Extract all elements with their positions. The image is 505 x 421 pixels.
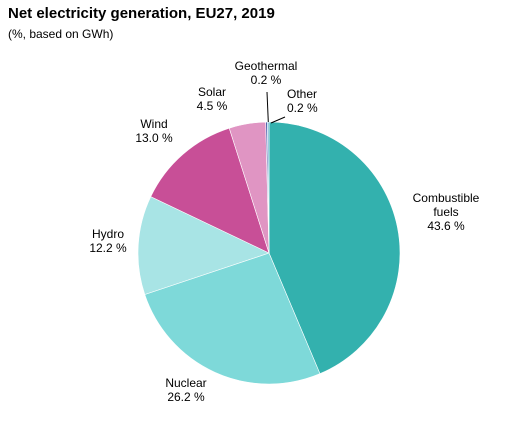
leader-line-geothermal	[266, 91, 269, 123]
slice-label-other: Other 0.2 %	[287, 87, 318, 115]
chart-subtitle: (%, based on GWh)	[8, 27, 114, 41]
chart-title: Net electricity generation, EU27, 2019	[8, 5, 275, 22]
slice-label-hydro: Hydro 12.2 %	[89, 227, 127, 255]
leader-line-other	[270, 116, 286, 124]
pie-slice-combustible-fuels	[268, 121, 401, 375]
pie-slice-hydro	[137, 196, 270, 295]
pie-slice-wind	[150, 127, 270, 254]
slice-label-wind: Wind 13.0 %	[135, 117, 173, 145]
slice-label-nuclear: Nuclear 26.2 %	[165, 376, 206, 404]
pie-slice-nuclear	[144, 252, 321, 385]
slice-label-geothermal: Geothermal 0.2 %	[235, 59, 298, 87]
slice-label-solar: Solar 4.5 %	[197, 85, 228, 113]
slice-label-combustible-fuels: Combustible fuels 43.6 %	[413, 191, 480, 233]
